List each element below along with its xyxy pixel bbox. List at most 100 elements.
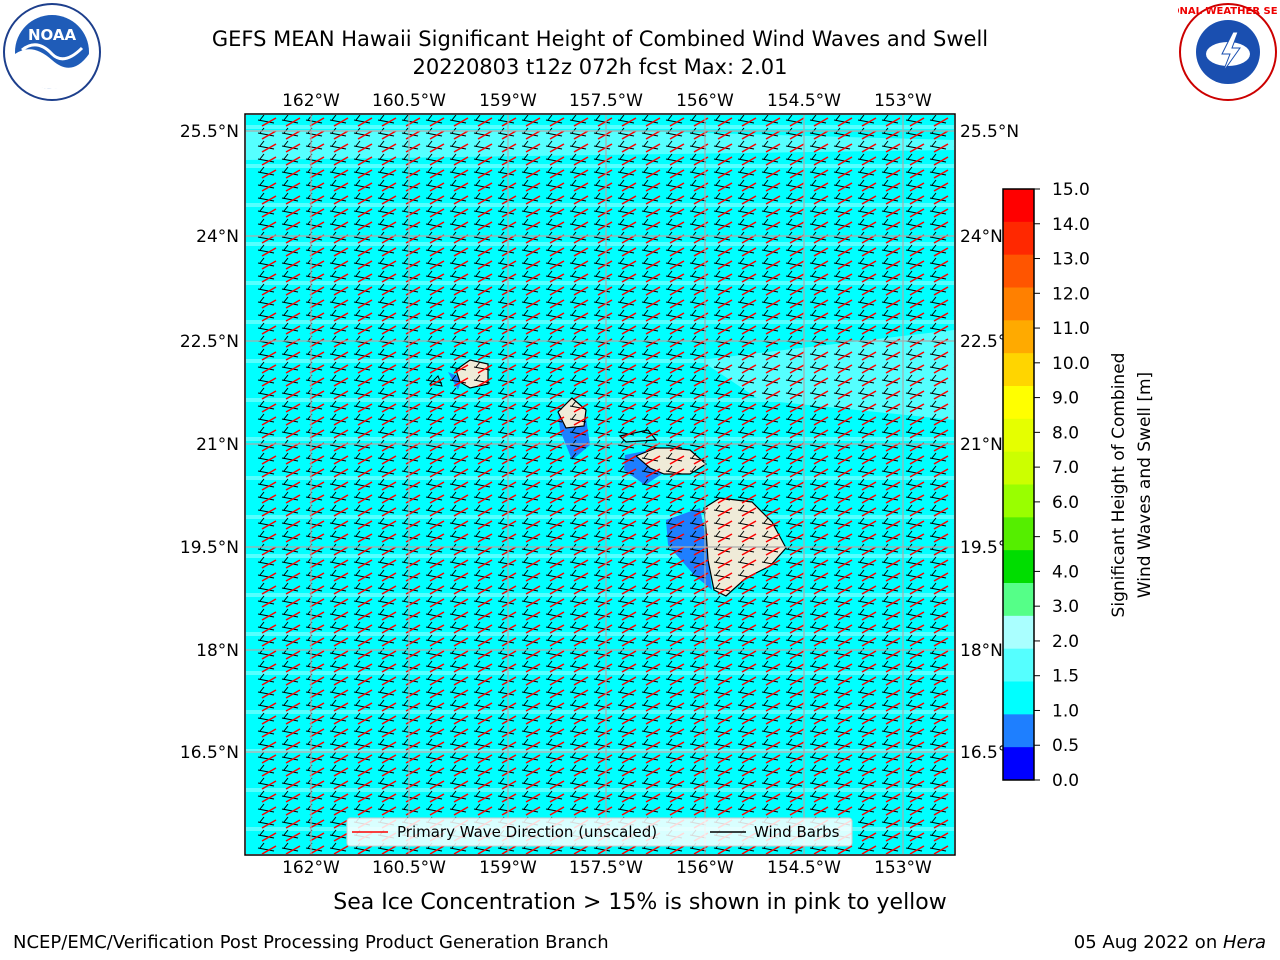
- wave-direction-arrow: [885, 312, 901, 322]
- wave-direction-arrow: [357, 377, 373, 387]
- wave-direction-arrow: [861, 299, 877, 309]
- wind-barb-flag: [811, 790, 817, 797]
- wave-direction-arrow: [549, 117, 565, 127]
- wind-barb: [617, 717, 635, 722]
- wave-direction-arrow: [837, 793, 853, 803]
- wind-barb-flag: [355, 504, 361, 511]
- wind-barb: [329, 379, 347, 384]
- wave-direction-arrow: [381, 156, 397, 166]
- wind-barb: [401, 366, 419, 371]
- wave-direction-arrow: [861, 624, 877, 634]
- wind-barb-flag: [907, 218, 913, 225]
- wind-barb-flag: [667, 322, 673, 329]
- wave-direction-arrow: [885, 715, 901, 725]
- wind-barb: [425, 223, 443, 228]
- wave-direction-arrow: [501, 546, 517, 556]
- wind-barb: [473, 548, 491, 553]
- wind-barb-flag: [667, 608, 673, 615]
- wind-barb: [713, 431, 731, 436]
- wind-barb: [737, 457, 755, 462]
- wave-direction-arrow: [837, 676, 853, 686]
- wind-barb: [497, 483, 515, 488]
- wind-barb: [857, 821, 875, 826]
- wind-barb: [929, 756, 947, 761]
- wind-barb-flag: [691, 348, 697, 355]
- wind-barb-flag: [451, 413, 457, 420]
- wind-barb-flag: [403, 153, 409, 160]
- wind-barb: [593, 483, 611, 488]
- wind-barb-flag: [571, 322, 577, 329]
- wind-barb-flag: [355, 335, 361, 342]
- wave-direction-arrow: [285, 299, 301, 309]
- wind-barb: [737, 509, 755, 514]
- wind-barb-flag: [739, 413, 745, 420]
- wave-direction-arrow: [597, 546, 613, 556]
- wave-direction-arrow: [477, 156, 493, 166]
- wind-barb-flag: [715, 296, 721, 303]
- wave-direction-arrow: [405, 325, 421, 335]
- wind-barb: [377, 171, 395, 176]
- wind-barb-flag: [427, 699, 433, 706]
- wind-barb: [545, 288, 563, 293]
- wind-barb-flag: [379, 478, 385, 485]
- wave-direction-arrow: [381, 676, 397, 686]
- wind-barb-flag: [643, 179, 649, 186]
- wind-barb-flag: [547, 387, 553, 394]
- wind-barb-flag: [427, 426, 433, 433]
- wave-direction-arrow: [429, 208, 445, 218]
- wave-direction-arrow: [837, 403, 853, 413]
- wave-direction-arrow: [405, 507, 421, 517]
- wave-direction-arrow: [573, 169, 589, 179]
- wind-barb: [881, 444, 899, 449]
- wind-barb: [329, 652, 347, 657]
- wind-barb: [881, 119, 899, 124]
- wind-barb: [857, 405, 875, 410]
- wind-barb-flag: [427, 335, 433, 342]
- wave-direction-arrow: [405, 299, 421, 309]
- wave-direction-arrow: [357, 793, 373, 803]
- wind-barb-flag: [763, 491, 769, 498]
- wind-barb-flag: [427, 244, 433, 251]
- wind-barb-flag: [643, 634, 649, 641]
- wind-barb: [617, 652, 635, 657]
- wind-barb: [425, 353, 443, 358]
- wind-barb: [449, 795, 467, 800]
- wave-direction-arrow: [717, 273, 733, 283]
- wave-direction-arrow: [813, 260, 829, 270]
- wave-direction-arrow: [453, 546, 469, 556]
- wind-barb-flag: [355, 153, 361, 160]
- wind-barb-flag: [907, 582, 913, 589]
- wind-barb-flag: [523, 660, 529, 667]
- wind-barb-flag: [883, 504, 889, 511]
- wind-barb: [545, 171, 563, 176]
- wind-barb: [857, 717, 875, 722]
- wave-direction-arrow: [405, 403, 421, 413]
- wind-barb: [569, 288, 587, 293]
- wave-direction-arrow: [333, 286, 349, 296]
- wind-barb: [713, 158, 731, 163]
- wind-barb: [329, 600, 347, 605]
- wind-barb-flag: [715, 166, 721, 173]
- wind-barb-flag: [763, 400, 769, 407]
- wind-barb-flag: [571, 374, 577, 381]
- wind-barb: [305, 834, 323, 839]
- wave-direction-arrow: [501, 806, 517, 816]
- wave-direction-arrow: [525, 299, 541, 309]
- wind-barb-flag: [956, 518, 960, 523]
- wave-direction-arrow: [501, 325, 517, 335]
- wind-barb: [713, 314, 731, 319]
- wave-direction-arrow: [525, 390, 541, 400]
- wind-barb: [497, 457, 515, 462]
- wave-direction-arrow: [333, 143, 349, 153]
- wind-barb: [785, 782, 803, 787]
- wave-direction-arrow: [741, 481, 757, 491]
- wind-barb: [521, 691, 539, 696]
- wind-barb-flag: [331, 608, 337, 615]
- wind-barb-flag: [283, 452, 289, 459]
- wind-barb: [497, 613, 515, 618]
- wind-barb: [641, 756, 659, 761]
- wind-barb-flag: [571, 504, 577, 511]
- wave-direction-arrow: [813, 481, 829, 491]
- wave-direction-arrow: [837, 221, 853, 231]
- wave-direction-arrow: [597, 130, 613, 140]
